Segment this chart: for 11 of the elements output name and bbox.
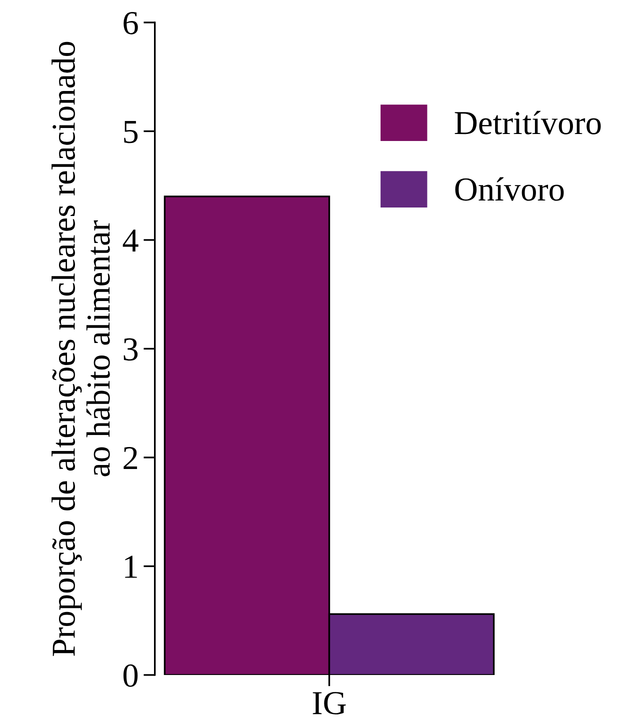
- y-tick-label: 2: [124, 446, 138, 470]
- y-tick-label: 4: [122, 230, 138, 252]
- legend-label: Detritívoro: [454, 110, 601, 134]
- y-tick-label: 6: [124, 12, 138, 34]
- y-tick-label: 5: [124, 120, 138, 144]
- y-tick-label: 3: [124, 338, 138, 361]
- x-tick-label: IG: [312, 692, 346, 714]
- y-tick-label: 0: [123, 664, 138, 687]
- y-tick-label: 1: [125, 556, 137, 578]
- legend-label: Onívoro: [455, 177, 564, 201]
- y-axis-title: Proporção de alterações nucleares relacionado ao hábito alimentar: [52, 42, 110, 656]
